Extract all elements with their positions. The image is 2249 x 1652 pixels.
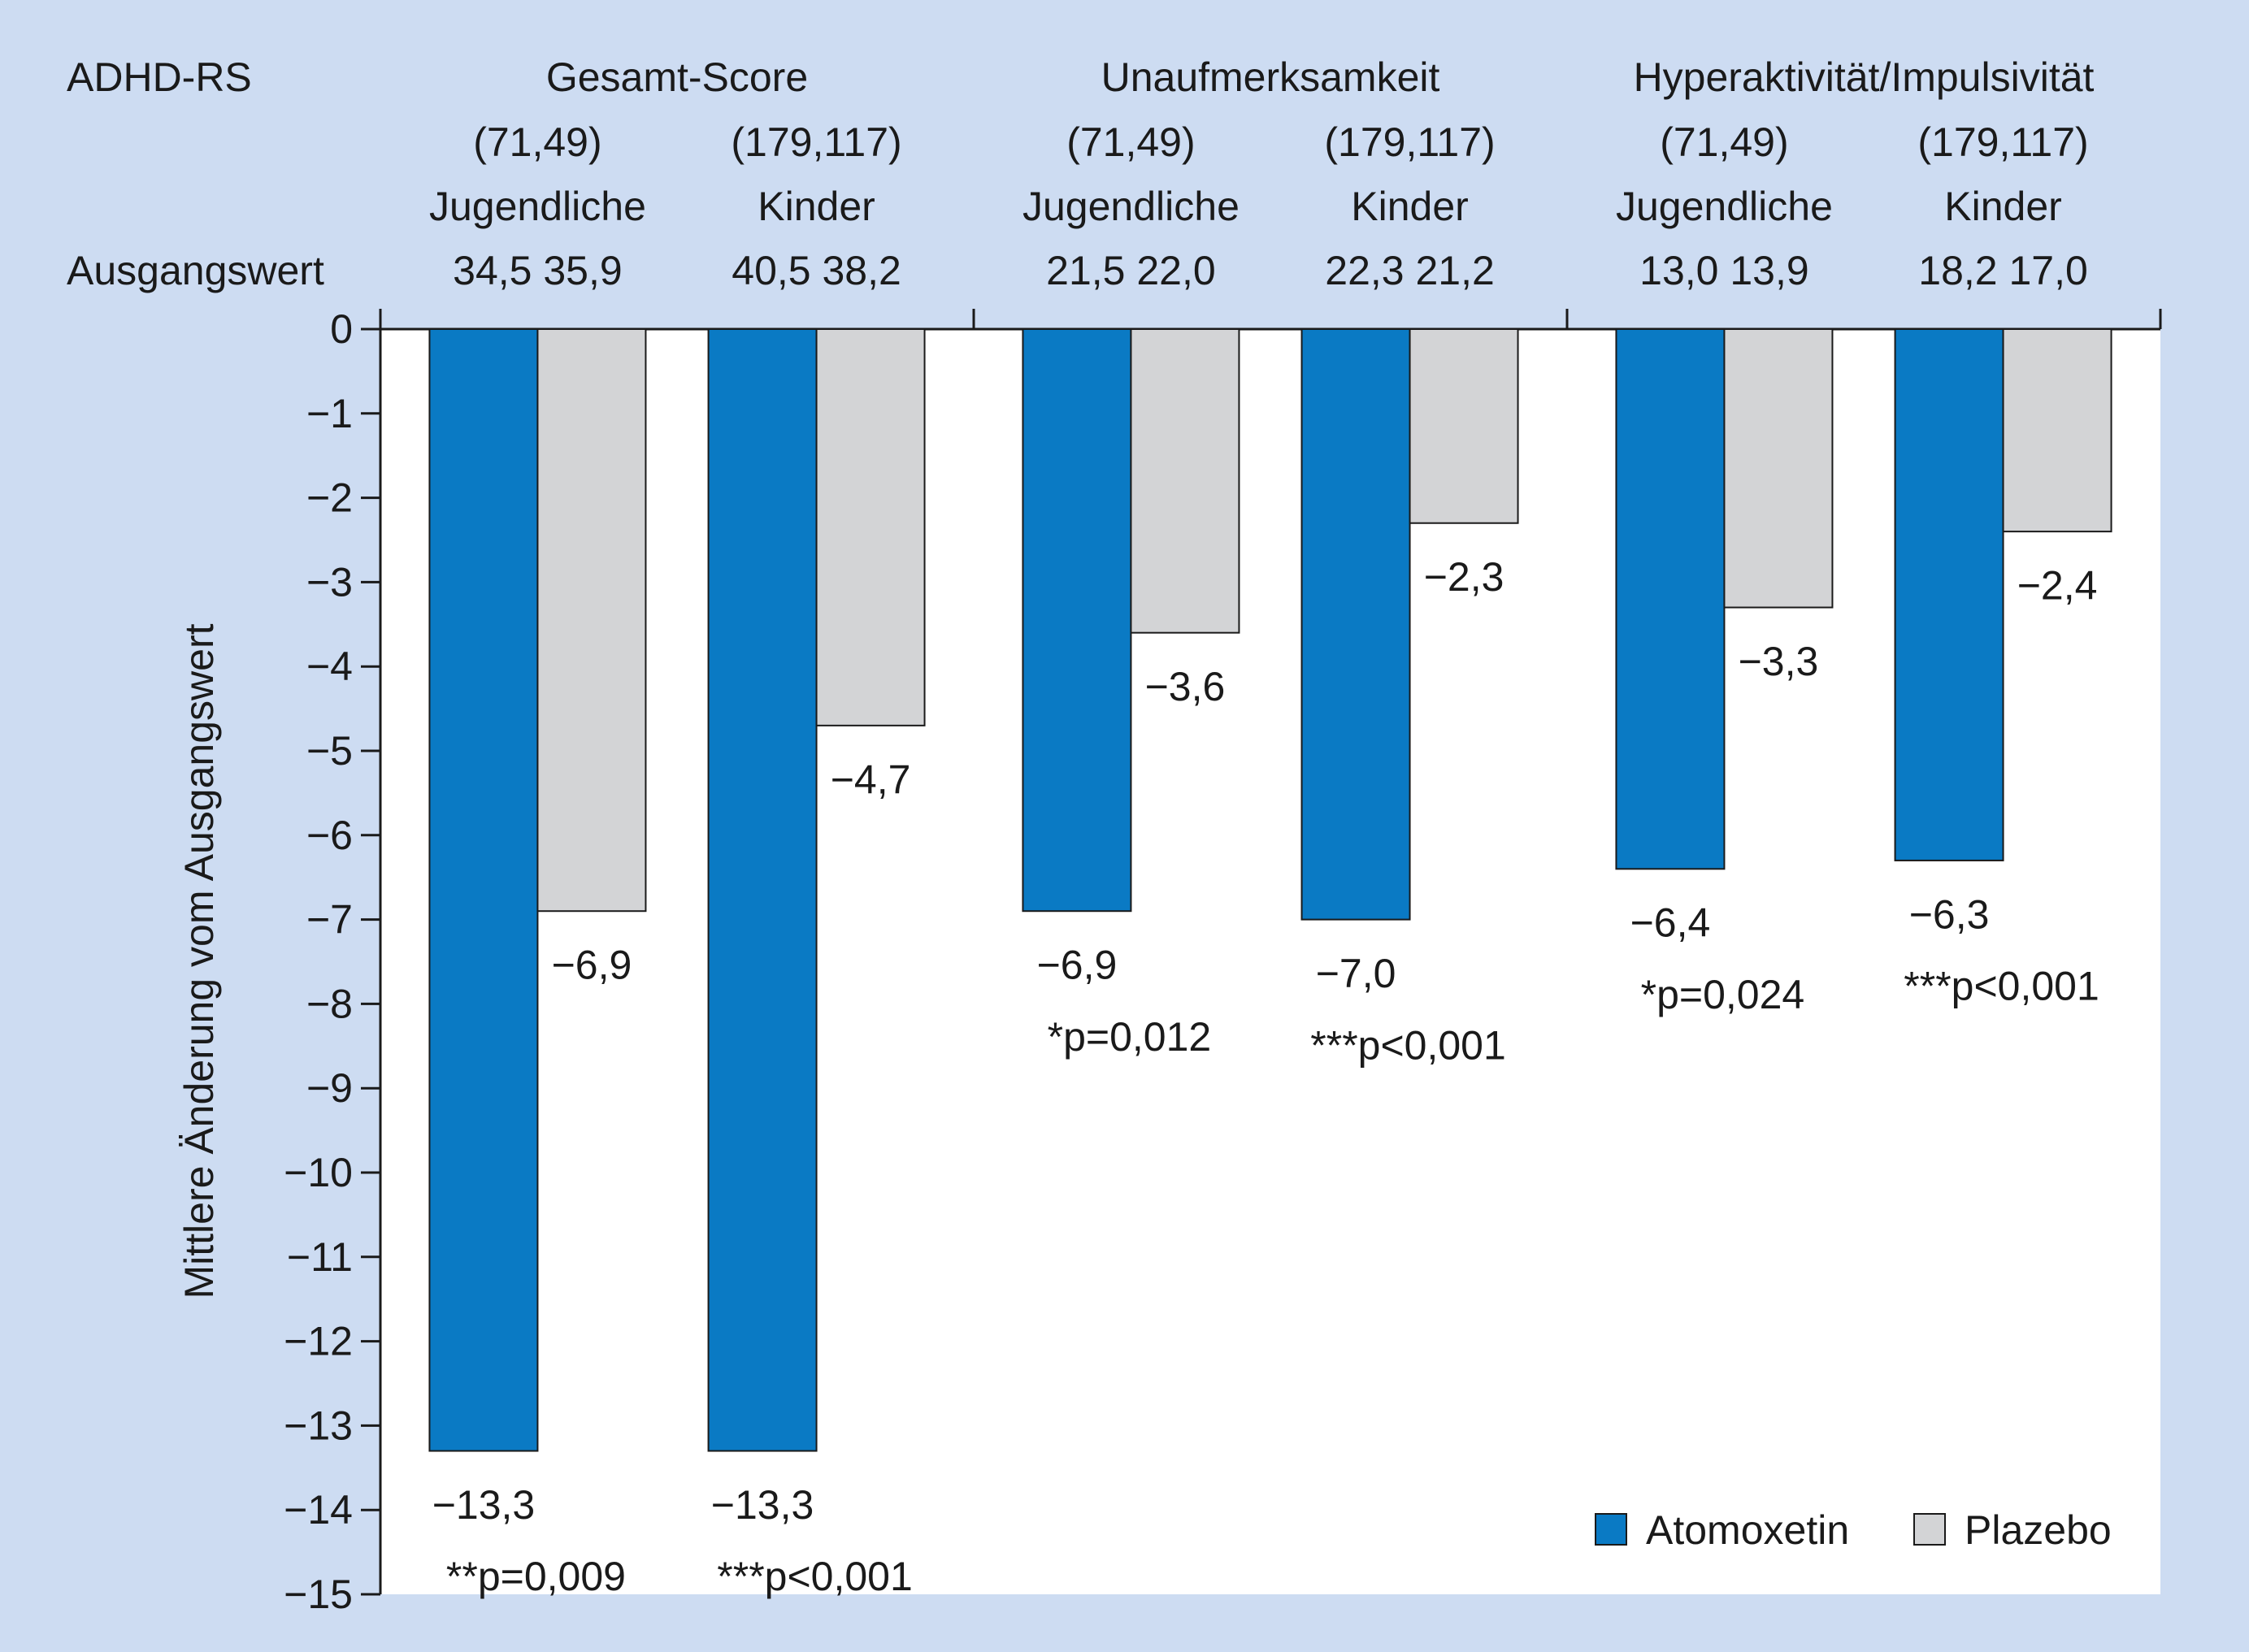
group-title: Hyperaktivität/Impulsivität (1634, 54, 2095, 100)
category-n: (179,117) (731, 119, 901, 165)
legend-label: Atomoxetin (1646, 1507, 1849, 1553)
y-tick-label: −8 (306, 981, 353, 1026)
y-tick-label: −6 (306, 813, 353, 858)
category-label: Jugendliche (1616, 184, 1833, 229)
y-tick-label: −11 (287, 1234, 353, 1280)
y-tick-label: −13 (284, 1403, 353, 1448)
bar-value-label: −6,3 (1909, 891, 1990, 937)
category-baseline: 18,2 17,0 (1918, 248, 2088, 293)
bar-plazebo (1409, 328, 1519, 524)
bar-plazebo (536, 328, 647, 913)
y-tick-label: −10 (284, 1150, 353, 1195)
category-label: Jugendliche (1022, 184, 1240, 229)
y-tick-label: −3 (306, 559, 353, 605)
category-label: Kinder (1351, 184, 1469, 229)
y-tick-label: −5 (306, 728, 353, 774)
y-tick-label: 0 (330, 306, 353, 352)
category-baseline: 21,5 22,0 (1046, 248, 1216, 293)
bar-plazebo (1723, 328, 1834, 609)
bar-value-label: −6,4 (1630, 900, 1711, 946)
significance-label: *p=0,024 (1641, 972, 1805, 1017)
plot-area (380, 329, 2160, 1594)
bar-value-label: −2,4 (2017, 563, 2098, 609)
category-n: (71,49) (1066, 119, 1195, 165)
category-label: Kinder (1944, 184, 2062, 229)
legend-label: Plazebo (1965, 1507, 2112, 1553)
legend-swatch-atomoxetin (1595, 1513, 1627, 1546)
bar-value-label: −13,3 (711, 1482, 814, 1528)
category-baseline: 13,0 13,9 (1639, 248, 1809, 293)
category-label: Kinder (758, 184, 875, 229)
y-tick-label: −14 (284, 1487, 353, 1533)
bar-value-label: −6,9 (1037, 943, 1118, 988)
bar-value-label: −13,3 (432, 1482, 536, 1528)
category-baseline: 34,5 35,9 (453, 248, 623, 293)
bar-value-label: −6,9 (552, 943, 632, 988)
y-tick-label: −1 (306, 391, 353, 436)
significance-label: ***p<0,001 (717, 1554, 913, 1599)
bar-value-label: −7,0 (1316, 951, 1396, 996)
bar-value-label: −3,6 (1145, 664, 1226, 709)
bar-plazebo (2002, 328, 2112, 533)
bar-value-label: −3,3 (1739, 639, 1819, 684)
bar-plazebo (1130, 328, 1240, 634)
y-tick-label: −7 (306, 897, 353, 943)
category-baseline: 22,3 21,2 (1325, 248, 1495, 293)
y-tick-label: −4 (306, 644, 353, 689)
bar-atomoxetin (1300, 328, 1411, 921)
category-baseline: 40,5 38,2 (732, 248, 901, 293)
bar-value-label: −2,3 (1424, 554, 1504, 600)
bar-atomoxetin (707, 328, 818, 1452)
bar-atomoxetin (428, 328, 539, 1452)
scale-label: ADHD-RS (67, 54, 252, 100)
bar-atomoxetin (1022, 328, 1132, 913)
category-n: (71,49) (473, 119, 601, 165)
category-n: (179,117) (1917, 119, 2088, 165)
y-axis-title: Mittlere Änderung vom Ausgangswert (176, 623, 222, 1299)
significance-label: *p=0,012 (1048, 1014, 1212, 1060)
significance-label: **p=0,009 (446, 1554, 626, 1599)
y-tick-label: −9 (306, 1065, 353, 1111)
significance-label: ***p<0,001 (1310, 1022, 1506, 1068)
bar-atomoxetin (1615, 328, 1726, 870)
bar-value-label: −4,7 (831, 757, 911, 802)
significance-label: ***p<0,001 (1904, 964, 2099, 1009)
y-tick-label: −12 (284, 1319, 353, 1364)
group-title: Gesamt-Score (546, 54, 808, 100)
legend-swatch-plazebo (1913, 1513, 1946, 1546)
baseline-label: Ausgangswert (67, 248, 324, 293)
bar-atomoxetin (1894, 328, 2004, 861)
group-title: Unaufmerksamkeit (1101, 54, 1440, 100)
category-label: Jugendliche (429, 184, 646, 229)
y-tick-label: −15 (284, 1572, 353, 1617)
bar-plazebo (815, 328, 926, 726)
y-tick-label: −2 (306, 475, 353, 521)
category-n: (179,117) (1324, 119, 1495, 165)
category-n: (71,49) (1660, 119, 1788, 165)
